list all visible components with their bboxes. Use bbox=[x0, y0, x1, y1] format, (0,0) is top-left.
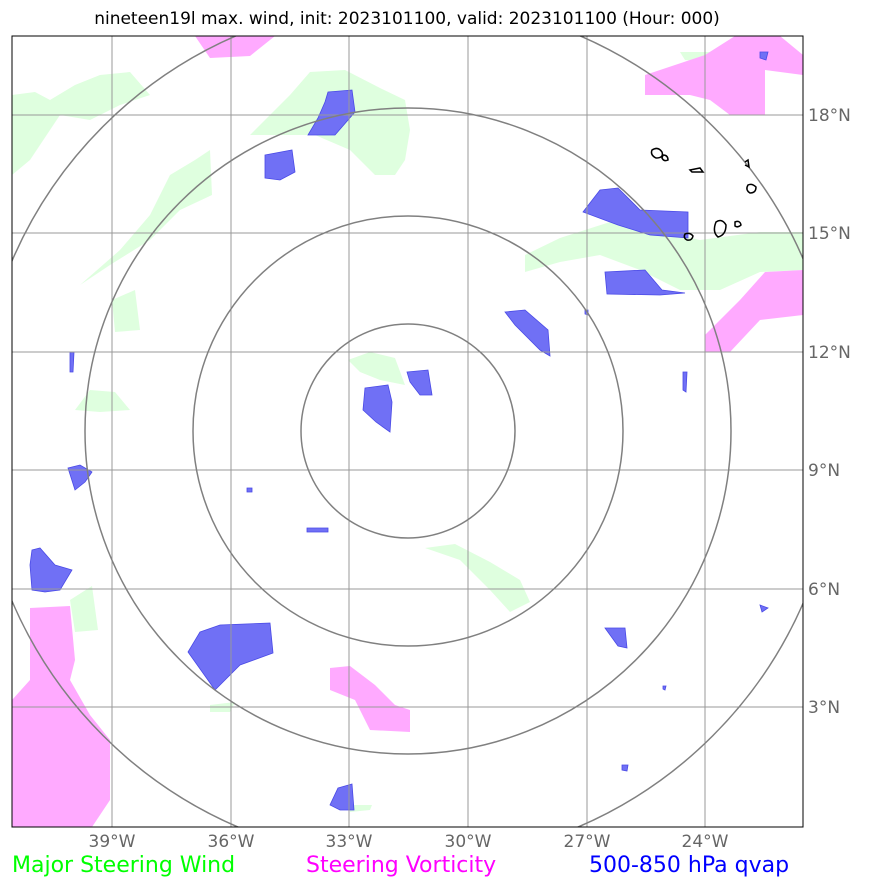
lat-tick-label: 9°N bbox=[808, 461, 840, 481]
plot-frame bbox=[11, 35, 804, 828]
coastline-islands bbox=[650, 147, 757, 241]
lon-tick-label: 27°W bbox=[564, 832, 611, 852]
lat-tick-label: 15°N bbox=[808, 224, 851, 244]
legend-steering-wind: Major Steering Wind bbox=[12, 853, 236, 878]
range-ring-3 bbox=[84, 107, 732, 755]
legend-steering-vorticity: Steering Vorticity bbox=[306, 853, 497, 878]
lon-tick-label: 33°W bbox=[326, 832, 373, 852]
steering-vorticity-layer bbox=[12, 36, 803, 827]
legend-qvap: 500-850 hPa qvap bbox=[589, 853, 790, 878]
lat-tick-labels: 18°N 15°N 12°N 9°N 6°N 3°N bbox=[808, 106, 851, 718]
plot-area bbox=[12, 36, 803, 827]
lon-tick-label: 39°W bbox=[89, 832, 136, 852]
lon-tick-label: 36°W bbox=[208, 832, 255, 852]
lon-tick-label: 24°W bbox=[682, 832, 729, 852]
lat-tick-label: 18°N bbox=[808, 106, 851, 126]
lon-tick-labels: 39°W 36°W 33°W 30°W 27°W 24°W bbox=[89, 832, 729, 852]
lat-tick-label: 12°N bbox=[808, 343, 851, 363]
lon-tick-label: 30°W bbox=[445, 832, 492, 852]
range-rings bbox=[12, 36, 803, 827]
lat-tick-label: 3°N bbox=[808, 698, 840, 718]
map-title: nineteen19l max. wind, init: 2023101100,… bbox=[94, 9, 720, 29]
range-ring-2 bbox=[192, 215, 624, 647]
range-ring-1 bbox=[300, 323, 516, 539]
gridlines bbox=[12, 36, 803, 827]
lat-tick-label: 6°N bbox=[808, 580, 840, 600]
